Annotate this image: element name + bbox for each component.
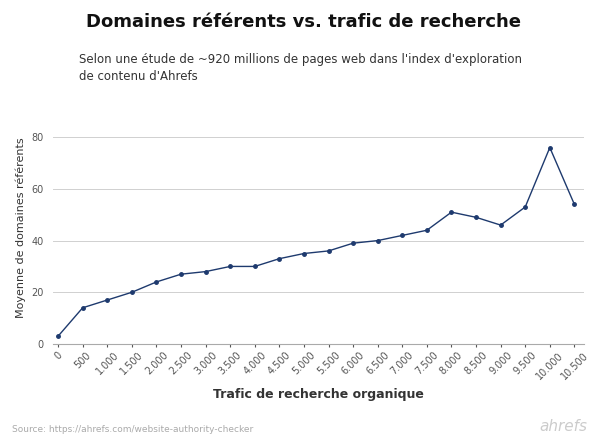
X-axis label: Trafic de recherche organique: Trafic de recherche organique	[213, 388, 424, 401]
Y-axis label: Moyenne de domaines référents: Moyenne de domaines référents	[15, 138, 25, 318]
Text: Selon une étude de ~920 millions de pages web dans l'index d'exploration: Selon une étude de ~920 millions de page…	[79, 53, 522, 66]
Text: de contenu d'Ahrefs: de contenu d'Ahrefs	[79, 70, 198, 83]
Text: Domaines référents vs. trafic de recherche: Domaines référents vs. trafic de recherc…	[85, 13, 521, 31]
Text: ahrefs: ahrefs	[540, 419, 588, 434]
Text: Source: https://ahrefs.com/website-authority-checker: Source: https://ahrefs.com/website-autho…	[12, 424, 253, 434]
